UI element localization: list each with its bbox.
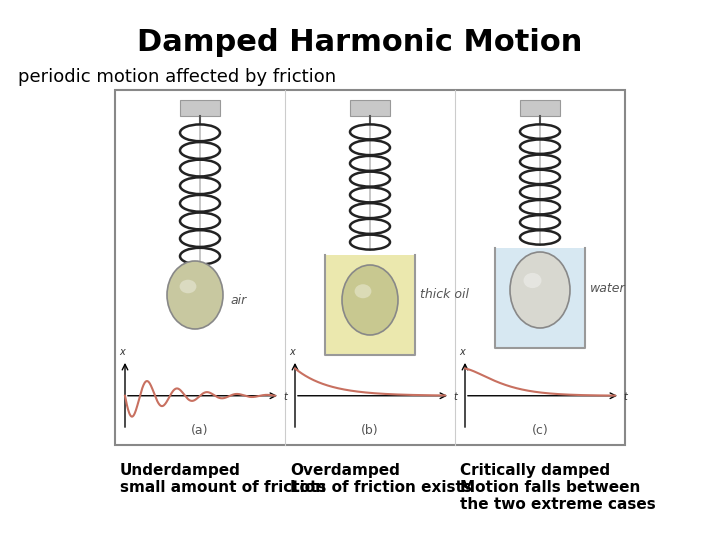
Text: small amount of friction: small amount of friction xyxy=(120,480,326,495)
Text: x: x xyxy=(289,347,295,357)
Bar xyxy=(495,248,585,348)
Text: t: t xyxy=(623,392,627,402)
Text: (a): (a) xyxy=(192,424,209,437)
Text: Motion falls between: Motion falls between xyxy=(460,480,640,495)
Text: (c): (c) xyxy=(531,424,549,437)
Text: Overdamped: Overdamped xyxy=(290,463,400,478)
Text: Lots of friction exists: Lots of friction exists xyxy=(290,480,472,495)
Ellipse shape xyxy=(523,273,541,288)
Text: water: water xyxy=(590,281,626,294)
Text: t: t xyxy=(283,392,287,402)
Text: x: x xyxy=(119,347,125,357)
Ellipse shape xyxy=(179,280,197,293)
Text: thick oil: thick oil xyxy=(420,288,469,301)
Bar xyxy=(350,100,390,116)
Text: Critically damped: Critically damped xyxy=(460,463,610,478)
Text: Damped Harmonic Motion: Damped Harmonic Motion xyxy=(138,28,582,57)
Text: t: t xyxy=(453,392,457,402)
Text: air: air xyxy=(230,294,246,307)
Ellipse shape xyxy=(342,265,398,335)
Text: the two extreme cases: the two extreme cases xyxy=(460,497,656,512)
Bar xyxy=(520,100,560,116)
Ellipse shape xyxy=(355,284,372,298)
Text: (b): (b) xyxy=(361,424,379,437)
Text: Underdamped: Underdamped xyxy=(120,463,241,478)
Bar xyxy=(115,90,625,445)
Ellipse shape xyxy=(167,261,223,329)
Bar xyxy=(325,255,415,355)
Ellipse shape xyxy=(510,252,570,328)
Text: periodic motion affected by friction: periodic motion affected by friction xyxy=(18,68,336,86)
Text: x: x xyxy=(459,347,465,357)
Bar xyxy=(180,100,220,116)
